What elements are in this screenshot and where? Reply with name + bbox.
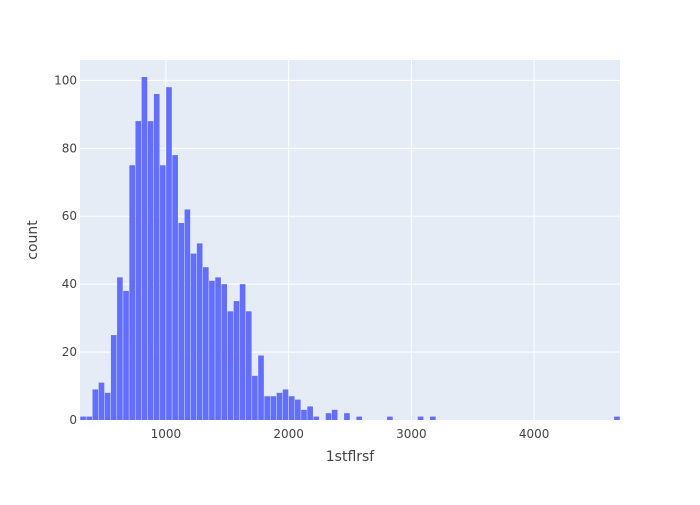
histogram-bar bbox=[356, 416, 363, 420]
histogram-bar bbox=[104, 392, 111, 420]
histogram-bar bbox=[123, 290, 129, 420]
histogram-bar bbox=[178, 223, 185, 420]
histogram-bar bbox=[86, 416, 93, 420]
y-axis-ticks: 0 20 40 60 80 100 bbox=[54, 73, 77, 427]
y-tick-label: 60 bbox=[62, 209, 77, 223]
x-axis-ticks: 1000 2000 3000 4000 bbox=[151, 427, 550, 441]
histogram-bar bbox=[215, 277, 221, 420]
y-axis-title: count bbox=[25, 220, 41, 260]
histogram-bar bbox=[282, 389, 289, 420]
y-tick-label: 80 bbox=[62, 141, 77, 155]
histogram-bar bbox=[614, 416, 620, 420]
histogram-bar bbox=[307, 406, 313, 420]
histogram-bar bbox=[160, 165, 166, 420]
histogram-bar bbox=[258, 355, 264, 420]
histogram-bar bbox=[233, 301, 240, 420]
histogram-bar bbox=[184, 209, 191, 420]
histogram-bar bbox=[331, 409, 338, 420]
histogram-bar bbox=[209, 280, 215, 420]
histogram-bar bbox=[221, 284, 228, 420]
histogram-bar bbox=[92, 389, 99, 420]
histogram-bar bbox=[135, 121, 142, 420]
histogram-bar bbox=[288, 396, 295, 420]
histogram-bar bbox=[325, 413, 332, 420]
histogram-bar bbox=[387, 416, 393, 420]
histogram-bar bbox=[295, 399, 301, 420]
histogram-bar bbox=[196, 243, 203, 420]
histogram-bar bbox=[117, 277, 123, 420]
histogram-bar bbox=[129, 165, 135, 420]
x-tick-label: 1000 bbox=[151, 427, 182, 441]
histogram-bar bbox=[264, 396, 270, 420]
histogram-bar bbox=[276, 392, 283, 420]
histogram-bar bbox=[313, 416, 320, 420]
histogram-bars bbox=[80, 76, 620, 421]
histogram-bar bbox=[172, 155, 178, 420]
histogram-bar bbox=[430, 416, 436, 420]
histogram-bar bbox=[344, 413, 350, 420]
histogram-bar bbox=[166, 87, 172, 421]
histogram-bar bbox=[417, 416, 424, 420]
histogram-bar bbox=[239, 284, 246, 420]
x-tick-label: 4000 bbox=[519, 427, 550, 441]
histogram-bar bbox=[301, 409, 307, 420]
y-tick-label: 20 bbox=[62, 345, 77, 359]
y-tick-label: 100 bbox=[54, 73, 77, 87]
x-tick-label: 3000 bbox=[396, 427, 427, 441]
histogram-bar bbox=[252, 375, 258, 420]
histogram-bar bbox=[147, 121, 154, 420]
histogram-bar bbox=[80, 416, 86, 420]
histogram-bar bbox=[202, 267, 209, 420]
histogram-bar bbox=[245, 311, 252, 420]
histogram-bar bbox=[227, 311, 234, 420]
histogram-bar bbox=[141, 76, 148, 420]
histogram-bar bbox=[110, 335, 117, 420]
x-axis-title: 1stflrsf bbox=[326, 449, 376, 465]
histogram-bar bbox=[98, 382, 105, 420]
histogram-bar bbox=[270, 396, 277, 420]
y-tick-label: 0 bbox=[69, 413, 77, 427]
y-tick-label: 40 bbox=[62, 277, 77, 291]
histogram-bar bbox=[153, 93, 160, 420]
x-tick-label: 2000 bbox=[273, 427, 304, 441]
histogram-bar bbox=[190, 253, 197, 420]
